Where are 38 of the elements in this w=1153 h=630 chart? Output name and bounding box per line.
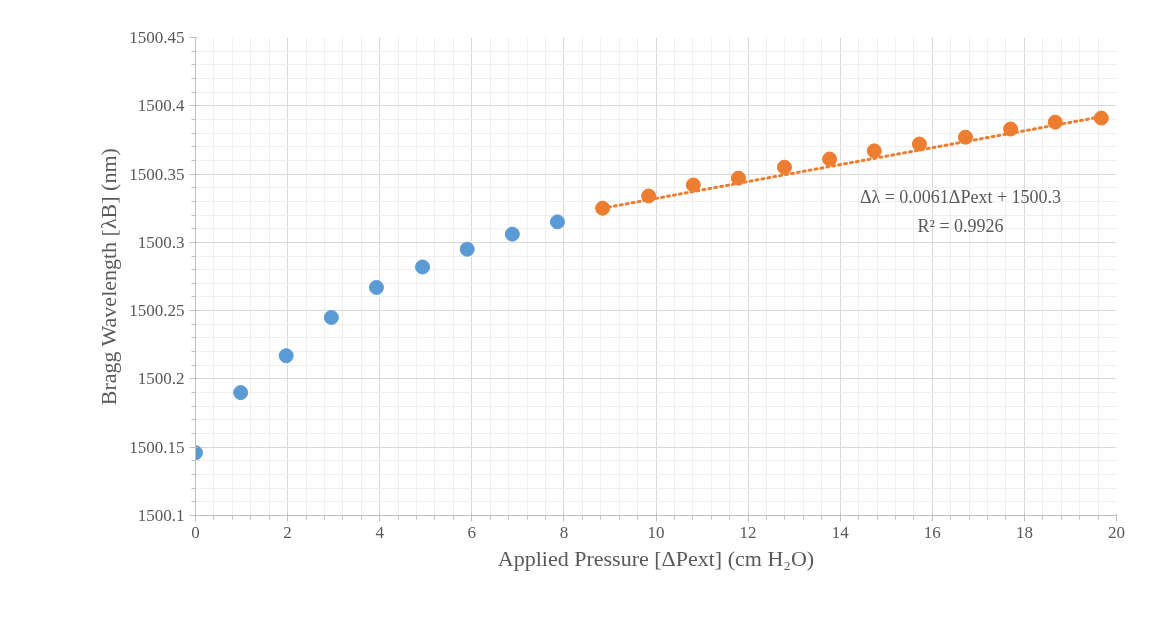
point bbox=[278, 348, 294, 364]
y-tick-label: 1500.4 bbox=[137, 96, 185, 116]
x-tick-label: 16 bbox=[923, 522, 941, 542]
point bbox=[459, 241, 475, 257]
point bbox=[1093, 110, 1109, 126]
point bbox=[323, 309, 339, 325]
point bbox=[415, 259, 431, 275]
annotation: R² = 0.9926 bbox=[917, 215, 1004, 236]
point bbox=[911, 136, 927, 152]
x-tick-label: 10 bbox=[647, 522, 665, 542]
annotation: Δλ = 0.0061ΔPext + 1500.3 bbox=[859, 186, 1062, 207]
y-tick-label: 1500.1 bbox=[137, 506, 185, 525]
x-tick-label: 20 bbox=[1108, 522, 1125, 542]
x-tick-label: 4 bbox=[375, 522, 385, 542]
y-tick-label: 1500.45 bbox=[129, 28, 185, 47]
point bbox=[233, 385, 249, 401]
x-tick-label: 6 bbox=[467, 522, 477, 542]
x-tick-label: 18 bbox=[1015, 522, 1033, 542]
y-tick-label: 1500.2 bbox=[137, 369, 185, 389]
x-axis-title: Applied Pressure [ΔPext] (cm H₂O) bbox=[497, 545, 815, 571]
y-tick-label: 1500.15 bbox=[129, 437, 185, 457]
point bbox=[549, 214, 565, 230]
point bbox=[776, 159, 792, 175]
point bbox=[368, 279, 384, 295]
x-tick-label: 0 bbox=[191, 522, 200, 542]
x-tick-label: 2 bbox=[283, 522, 292, 542]
x-tick-label: 8 bbox=[559, 522, 569, 542]
point bbox=[685, 177, 701, 193]
point bbox=[504, 226, 520, 242]
point bbox=[595, 200, 611, 216]
y-tick-label: 1500.3 bbox=[137, 232, 185, 252]
y-axis-title: Bragg Wavelength [λB] (nm) bbox=[96, 148, 122, 406]
y-tick-label: 1500.25 bbox=[129, 301, 185, 321]
point bbox=[822, 151, 838, 167]
y-tick-label: 1500.35 bbox=[129, 164, 185, 184]
x-tick-label: 14 bbox=[831, 522, 850, 542]
point bbox=[866, 143, 882, 159]
x-tick-label: 12 bbox=[739, 522, 757, 542]
